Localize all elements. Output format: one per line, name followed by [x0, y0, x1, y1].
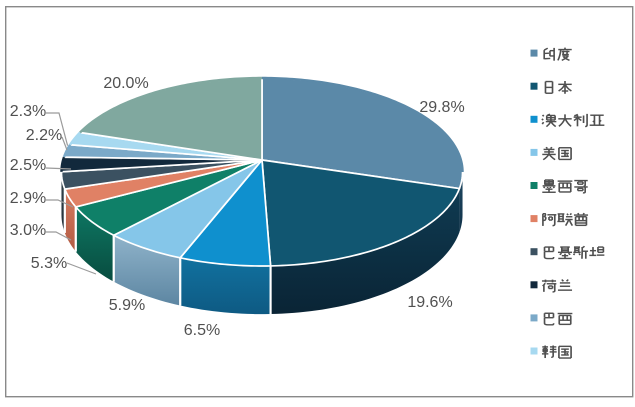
svg-text:2.3%: 2.3% — [10, 103, 46, 120]
svg-text:5.9%: 5.9% — [109, 297, 145, 314]
svg-text:20.0%: 20.0% — [103, 75, 148, 92]
svg-text:3.0%: 3.0% — [10, 222, 46, 239]
svg-text:19.6%: 19.6% — [407, 294, 452, 311]
svg-text:2.2%: 2.2% — [26, 127, 62, 144]
svg-text:2.5%: 2.5% — [10, 157, 46, 174]
svg-text:5.3%: 5.3% — [31, 255, 67, 272]
svg-text:6.5%: 6.5% — [184, 322, 220, 339]
svg-text:29.8%: 29.8% — [419, 99, 464, 116]
svg-text:2.9%: 2.9% — [10, 190, 46, 207]
